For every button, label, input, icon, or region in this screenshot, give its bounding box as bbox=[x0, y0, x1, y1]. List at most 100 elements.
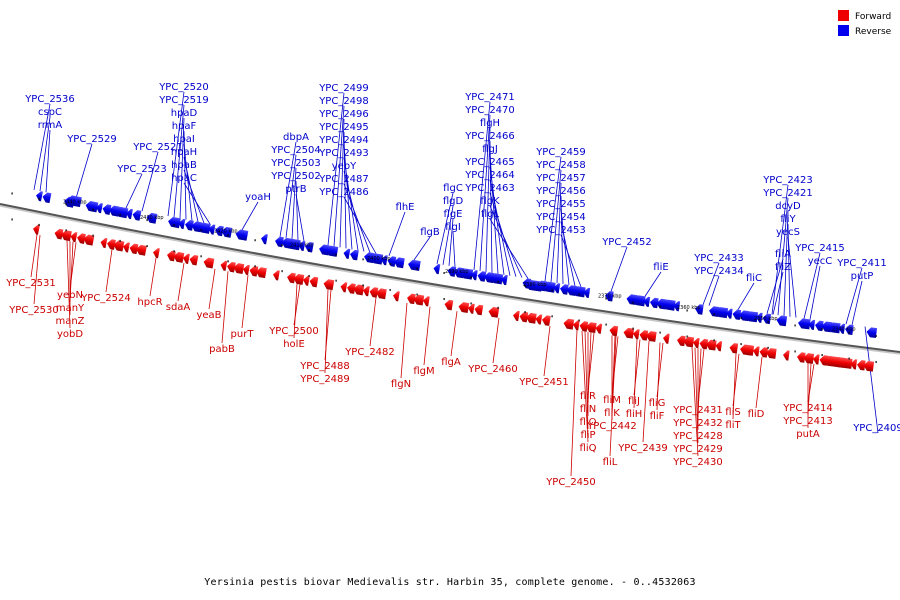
reverse-gene-arrow[interactable] bbox=[132, 209, 142, 221]
forward-gene-label[interactable]: putA bbox=[796, 429, 820, 440]
forward-gene-label[interactable]: flgN bbox=[391, 379, 411, 390]
reverse-gene-label[interactable]: YPC_2529 bbox=[66, 134, 117, 145]
reverse-gene-label[interactable]: YPC_2464 bbox=[464, 170, 515, 181]
reverse-gene-arrow[interactable] bbox=[632, 295, 646, 307]
forward-gene-label[interactable]: fliQ bbox=[580, 443, 597, 454]
reverse-gene-arrow[interactable] bbox=[708, 306, 720, 317]
forward-gene-arrow[interactable] bbox=[765, 348, 777, 359]
reverse-gene-label[interactable]: YPC_2499 bbox=[318, 83, 369, 94]
reverse-gene-label[interactable]: YPC_2502 bbox=[270, 171, 321, 182]
reverse-gene-label[interactable]: yecS bbox=[776, 227, 800, 238]
reverse-gene-arrow[interactable] bbox=[380, 255, 388, 266]
reverse-gene-arrow[interactable] bbox=[776, 315, 788, 327]
reverse-gene-label[interactable]: hpaF bbox=[172, 121, 197, 132]
forward-gene-arrow[interactable] bbox=[272, 270, 280, 281]
reverse-gene-label[interactable]: flgE bbox=[444, 209, 463, 220]
forward-gene-arrow[interactable] bbox=[54, 228, 64, 240]
reverse-gene-label[interactable]: fliA bbox=[775, 249, 791, 260]
forward-gene-arrow[interactable] bbox=[113, 240, 125, 252]
reverse-gene-label[interactable]: YPC_2421 bbox=[762, 188, 813, 199]
reverse-gene-arrow[interactable] bbox=[178, 218, 186, 230]
forward-gene-arrow[interactable] bbox=[309, 276, 319, 288]
reverse-gene-arrow[interactable] bbox=[284, 238, 300, 251]
forward-gene-arrow[interactable] bbox=[645, 331, 657, 342]
forward-gene-arrow[interactable] bbox=[32, 224, 40, 235]
reverse-gene-label[interactable]: YPC_2520 bbox=[158, 82, 209, 93]
reverse-gene-arrow[interactable] bbox=[235, 229, 249, 241]
forward-gene-arrow[interactable] bbox=[467, 303, 475, 314]
forward-gene-arrow[interactable] bbox=[683, 336, 695, 348]
forward-gene-label[interactable]: yeaB bbox=[196, 310, 221, 321]
reverse-gene-arrow[interactable] bbox=[814, 320, 824, 332]
reverse-gene-label[interactable]: YPC_2434 bbox=[693, 266, 744, 277]
reverse-gene-arrow[interactable] bbox=[433, 263, 441, 275]
reverse-gene-label[interactable]: ptrB bbox=[285, 184, 306, 195]
forward-gene-arrow[interactable] bbox=[729, 343, 739, 354]
reverse-gene-label[interactable]: YPC_2503 bbox=[270, 158, 321, 169]
reverse-gene-arrow[interactable] bbox=[725, 308, 733, 319]
forward-gene-arrow[interactable] bbox=[173, 251, 185, 263]
reverse-gene-arrow[interactable] bbox=[304, 241, 314, 253]
forward-gene-arrow[interactable] bbox=[579, 321, 589, 332]
forward-gene-label[interactable]: YPC_2413 bbox=[782, 416, 833, 427]
reverse-gene-arrow[interactable] bbox=[363, 252, 375, 264]
reverse-gene-label[interactable]: YPC_2470 bbox=[464, 105, 515, 116]
reverse-gene-label[interactable]: cspC bbox=[38, 107, 62, 118]
reverse-gene-arrow[interactable] bbox=[483, 272, 495, 284]
forward-gene-arrow[interactable] bbox=[474, 304, 484, 316]
reverse-gene-arrow[interactable] bbox=[102, 204, 112, 215]
reverse-gene-label[interactable]: YPC_2459 bbox=[535, 147, 586, 158]
forward-gene-arrow[interactable] bbox=[369, 287, 379, 298]
forward-gene-label[interactable]: YPC_2531 bbox=[5, 278, 56, 289]
forward-gene-arrow[interactable] bbox=[392, 291, 400, 302]
forward-gene-arrow[interactable] bbox=[512, 310, 520, 322]
forward-gene-label[interactable]: YPC_2489 bbox=[299, 374, 350, 385]
forward-gene-label[interactable]: hpcR bbox=[137, 297, 162, 308]
forward-gene-arrow[interactable] bbox=[106, 238, 116, 250]
forward-gene-arrow[interactable] bbox=[639, 330, 649, 341]
forward-gene-arrow[interactable] bbox=[563, 318, 575, 330]
reverse-gene-arrow[interactable] bbox=[797, 318, 811, 330]
reverse-gene-arrow[interactable] bbox=[407, 259, 421, 271]
reverse-gene-label[interactable]: fliZ bbox=[775, 262, 791, 273]
forward-gene-label[interactable]: holE bbox=[283, 339, 305, 350]
reverse-gene-arrow[interactable] bbox=[559, 284, 569, 295]
reverse-gene-label[interactable]: YPC_2523 bbox=[116, 164, 167, 175]
reverse-gene-arrow[interactable] bbox=[393, 257, 405, 269]
reverse-gene-label[interactable]: hpaH bbox=[171, 147, 197, 158]
forward-gene-arrow[interactable] bbox=[293, 273, 305, 285]
forward-gene-arrow[interactable] bbox=[458, 301, 470, 313]
forward-gene-arrow[interactable] bbox=[595, 323, 603, 334]
forward-gene-arrow[interactable] bbox=[166, 250, 176, 262]
reverse-gene-label[interactable]: yoaH bbox=[245, 192, 271, 203]
forward-gene-arrow[interactable] bbox=[100, 237, 108, 249]
forward-gene-arrow[interactable] bbox=[662, 333, 670, 344]
reverse-gene-arrow[interactable] bbox=[343, 248, 351, 259]
forward-gene-arrow[interactable] bbox=[189, 254, 199, 266]
reverse-gene-arrow[interactable] bbox=[115, 206, 129, 219]
forward-gene-label[interactable]: fliR bbox=[580, 391, 596, 402]
forward-gene-arrow[interactable] bbox=[541, 315, 551, 326]
reverse-gene-label[interactable]: YPC_2465 bbox=[464, 157, 515, 168]
reverse-gene-label[interactable]: YPC_2486 bbox=[318, 187, 369, 198]
reverse-gene-label[interactable]: flgC bbox=[443, 183, 463, 194]
forward-gene-label[interactable]: yebN bbox=[57, 290, 83, 301]
forward-gene-arrow[interactable] bbox=[623, 327, 635, 339]
reverse-gene-arrow[interactable] bbox=[447, 266, 457, 277]
reverse-gene-label[interactable]: rrmA bbox=[38, 120, 63, 131]
reverse-gene-arrow[interactable] bbox=[95, 202, 103, 214]
reverse-gene-arrow[interactable] bbox=[370, 253, 384, 265]
reverse-gene-label[interactable]: YPC_2494 bbox=[318, 135, 369, 146]
forward-gene-label[interactable]: flgA bbox=[441, 357, 461, 368]
reverse-gene-label[interactable]: flgD bbox=[443, 196, 464, 207]
forward-gene-label[interactable]: flgM bbox=[413, 366, 434, 377]
forward-gene-label[interactable]: YPC_2500 bbox=[268, 326, 319, 337]
forward-gene-label[interactable]: fliF bbox=[650, 411, 665, 422]
reverse-gene-arrow[interactable] bbox=[673, 301, 681, 312]
reverse-gene-arrow[interactable] bbox=[649, 297, 659, 309]
reverse-gene-arrow[interactable] bbox=[125, 208, 133, 220]
forward-gene-label[interactable]: YPC_2430 bbox=[672, 457, 723, 468]
forward-gene-label[interactable]: fliS bbox=[725, 407, 740, 418]
reverse-gene-arrow[interactable] bbox=[298, 240, 306, 252]
forward-gene-arrow[interactable] bbox=[422, 296, 430, 307]
